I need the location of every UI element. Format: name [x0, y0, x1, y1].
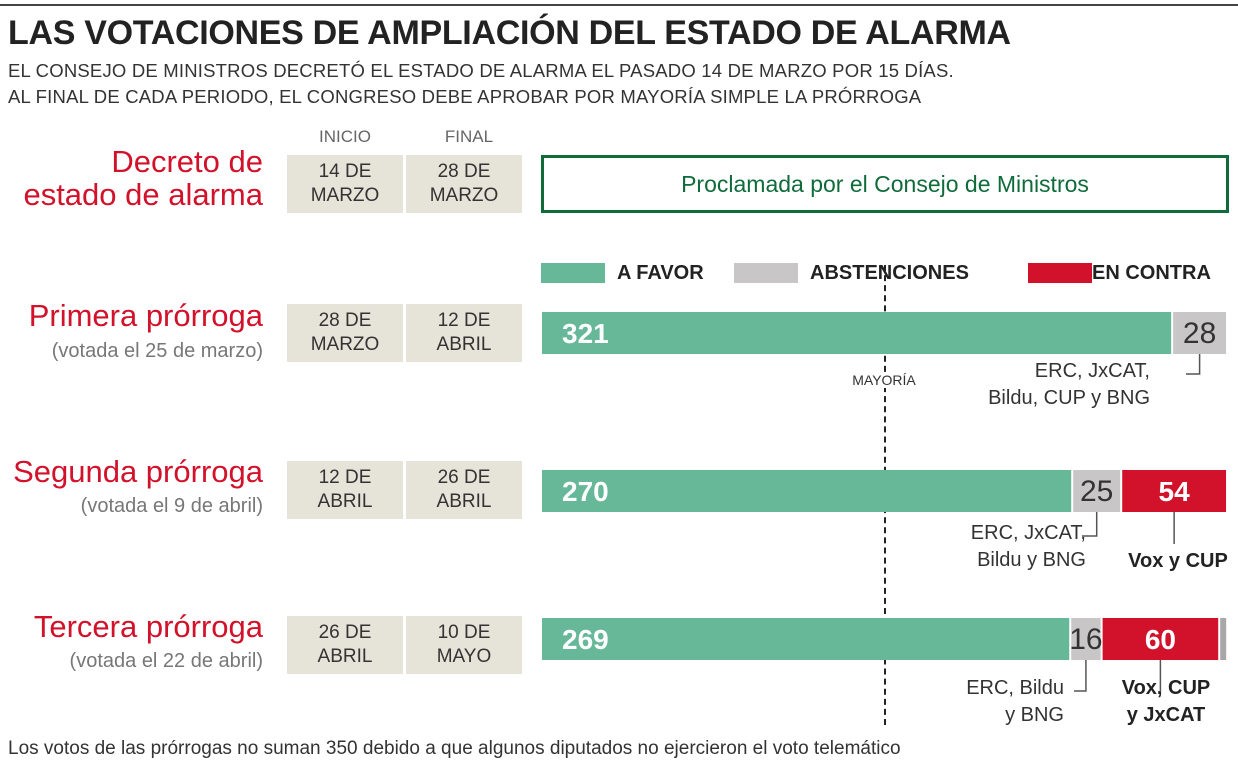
legend-label-contra: EN CONTRA: [1092, 262, 1211, 284]
decree-proclamation-text: Proclamada por el Consejo de Ministros: [681, 170, 1089, 197]
row-3-contra-note: Vox, CUP y JxCAT: [1122, 675, 1211, 729]
bar-row-3-remainder: [1220, 618, 1227, 660]
decree-name: Decreto de estado de alarma: [23, 144, 263, 212]
row-2-start-line-2: ABRIL: [317, 491, 373, 512]
row-2-end-line-2: ABRIL: [436, 491, 492, 512]
row-1-abst-note: ERC, JxCAT, Bildu, CUP y BNG: [988, 358, 1150, 412]
row-2-abst-note: ERC, JxCAT, Bildu y BNG: [971, 520, 1086, 574]
row-3-end-line-2: MAYO: [436, 646, 492, 667]
row-2-contra-note-line-1: Vox y CUP: [1128, 550, 1228, 572]
row-1-end-line-2: ABRIL: [436, 334, 492, 355]
row-1-sub: (votada el 25 de marzo): [51, 340, 263, 362]
row-3-abst-note: ERC, Bildu y BNG: [966, 675, 1064, 729]
row-1-abst-note-line-2: Bildu, CUP y BNG: [988, 387, 1150, 409]
row-1-name: Primera prórroga: [28, 298, 263, 333]
legend-label-favor: A FAVOR: [617, 262, 704, 284]
row-3-start-date: 26 DE ABRIL: [287, 616, 403, 674]
row-3-contra-note-line-1: Vox, CUP: [1121, 677, 1211, 699]
leader-line-row-1-abst: [1186, 354, 1201, 375]
bar-row-2-abst: [1073, 470, 1121, 512]
row-3-abst-note-line-2: y BNG: [1005, 704, 1064, 726]
decree-start-date: 14 DE MARZO: [287, 155, 403, 213]
row-2-end-line-1: 26 DE: [437, 467, 491, 488]
row-2-abst-note-line-2: Bildu y BNG: [977, 549, 1086, 571]
bar-label-row-3-favor: 269: [562, 624, 609, 655]
bar-label-row-3-abst: 16: [1069, 623, 1102, 656]
bar-label-row-1-favor: 321: [562, 318, 609, 349]
row-1-abst-note-line-1: ERC, JxCAT,: [1034, 360, 1150, 382]
row-2-start-line-1: 12 DE: [318, 467, 372, 488]
decree-end-line-2: MARZO: [429, 185, 499, 206]
bar-row-1-abst: [1173, 312, 1227, 354]
row-2-end-date: 26 DE ABRIL: [406, 461, 522, 519]
leader-line-row-3-abst: [1074, 660, 1087, 692]
subtitle-line-1: EL CONSEJO DE MINISTROS DECRETÓ EL ESTAD…: [8, 60, 954, 81]
row-2-sub: (votada el 9 de abril): [80, 495, 263, 517]
row-1-start-line-1: 28 DE: [318, 310, 372, 331]
row-3-end-date: 10 DE MAYO: [406, 616, 522, 674]
row-2-name: Segunda prórroga: [13, 454, 263, 489]
bar-row-1-favor: [542, 312, 1172, 354]
row-3-start-line-1: 26 DE: [318, 622, 372, 643]
majority-label: MAYORÍA: [849, 372, 919, 388]
row-2-contra-note: Vox y CUP: [1128, 548, 1228, 575]
page-title: LAS VOTACIONES DE AMPLIACIÓN DEL ESTADO …: [8, 14, 1011, 52]
legend-swatch-contra: [1028, 263, 1092, 283]
legend-swatch-abst: [734, 263, 798, 283]
row-3-contra-note-line-2: y JxCAT: [1126, 704, 1206, 726]
row-1-end-date: 12 DE ABRIL: [406, 304, 522, 362]
decree-end-line-1: 28 DE: [437, 161, 491, 182]
decree-proclamation-box: Proclamada por el Consejo de Ministros: [541, 155, 1229, 213]
bar-label-row-2-contra: 54: [1159, 476, 1191, 507]
leader-line-row-2-abst: [1082, 512, 1098, 537]
row-1-start-date: 28 DE MARZO: [287, 304, 403, 362]
row-2-start-date: 12 DE ABRIL: [287, 461, 403, 519]
decree-start-line-2: MARZO: [310, 185, 380, 206]
bar-label-row-3-contra: 60: [1145, 624, 1176, 655]
row-2-abst-note-line-1: ERC, JxCAT,: [970, 522, 1086, 544]
bar-row-3-favor: [542, 618, 1070, 660]
bar-label-row-1-abst: 28: [1183, 317, 1216, 350]
row-3-name: Tercera prórroga: [33, 609, 263, 644]
decree-name-line-1: Decreto de: [111, 144, 263, 179]
decree-end-date: 28 DE MARZO: [406, 155, 522, 213]
row-1-end-line-1: 12 DE: [437, 310, 491, 331]
bar-label-row-2-favor: 270: [562, 476, 609, 507]
bar-row-2-contra: [1122, 470, 1227, 512]
bar-label-row-2-abst: 25: [1080, 475, 1113, 508]
subtitle-line-2: AL FINAL DE CADA PERIODO, EL CONGRESO DE…: [8, 86, 922, 107]
bar-row-3-abst: [1071, 618, 1101, 660]
decree-name-line-2: estado de alarma: [23, 176, 263, 212]
column-header-start: INICIO: [319, 127, 371, 146]
bar-row-2-favor: [542, 470, 1072, 512]
decree-start-line-1: 14 DE: [318, 161, 372, 182]
legend-label-abst: ABSTENCIONES: [810, 262, 969, 284]
row-3-end-line-1: 10 DE: [437, 622, 491, 643]
bar-row-3-contra: [1102, 618, 1219, 660]
top-rule: [0, 4, 1238, 6]
legend-swatch-favor: [541, 263, 605, 283]
row-3-sub: (votada el 22 de abril): [69, 650, 263, 672]
row-3-abst-note-line-1: ERC, Bildu: [966, 677, 1064, 699]
row-3-start-line-2: ABRIL: [317, 646, 373, 667]
column-header-end: FINAL: [444, 127, 494, 146]
row-1-start-line-2: MARZO: [310, 334, 380, 355]
footer-note: Los votos de las prórrogas no suman 350 …: [8, 738, 901, 759]
